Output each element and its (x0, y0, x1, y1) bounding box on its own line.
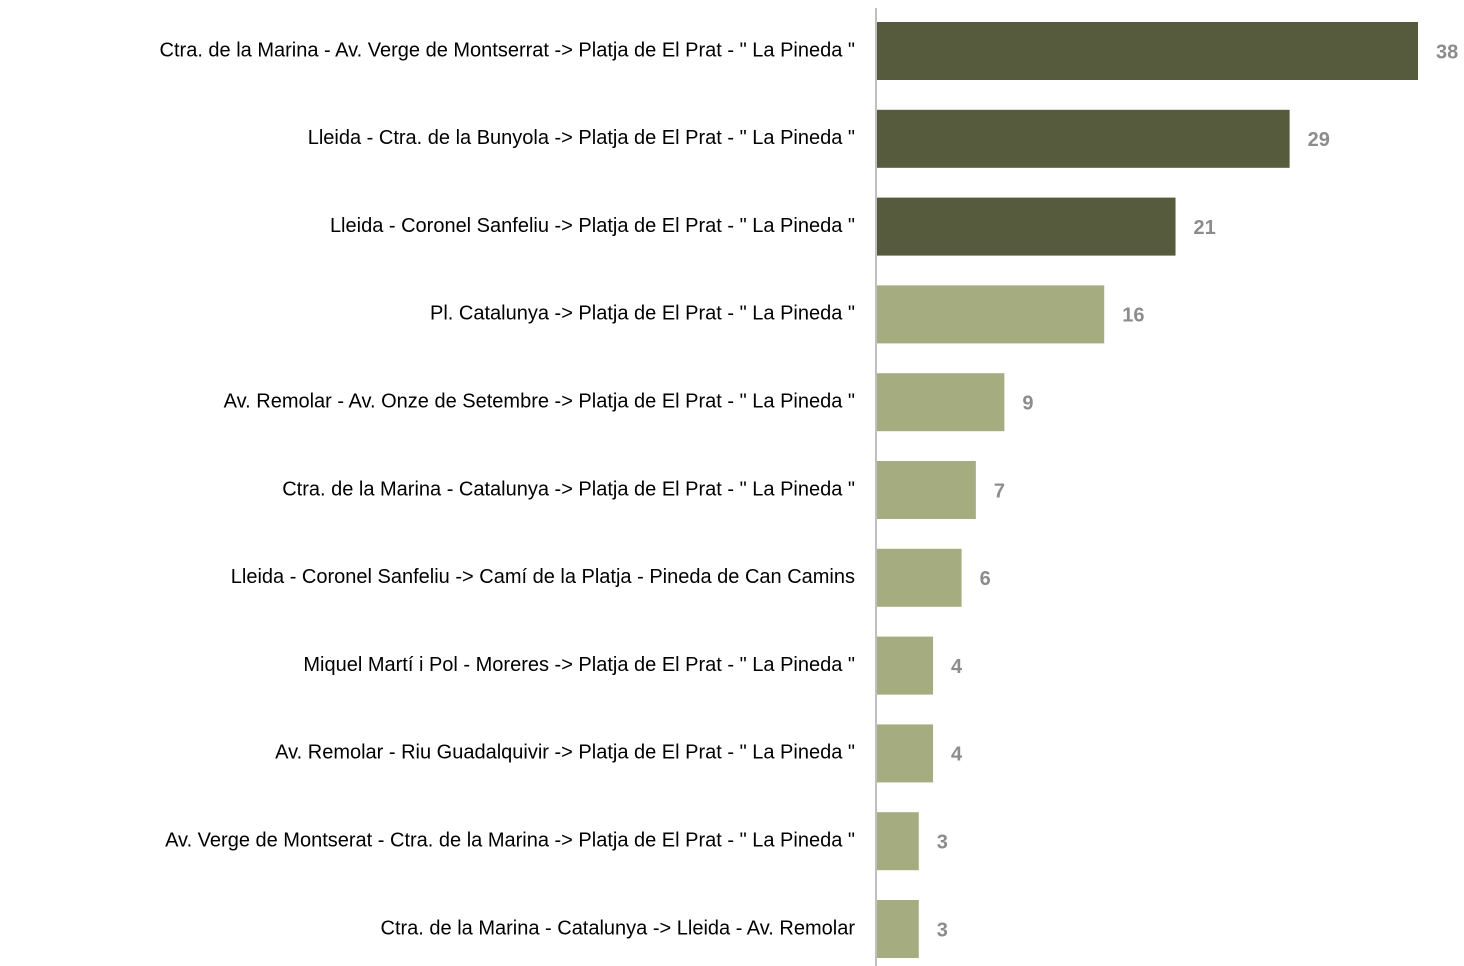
value-label: 29 (1308, 129, 1330, 151)
bar (876, 373, 1005, 432)
category-label: Av. Remolar - Av. Onze de Setembre -> Pl… (224, 390, 855, 412)
category-label: Ctra. de la Marina - Av. Verge de Montse… (160, 39, 855, 61)
value-label: 21 (1194, 217, 1216, 239)
bar (876, 197, 1176, 256)
value-label: 4 (951, 656, 963, 678)
bar (876, 461, 976, 519)
category-label: Pl. Catalunya -> Platja de El Prat - " L… (430, 303, 855, 325)
category-label: Miquel Martí i Pol - Moreres -> Platja d… (303, 654, 855, 676)
category-label: Ctra. de la Marina - Catalunya -> Platja… (282, 478, 855, 500)
value-label: 6 (980, 568, 991, 590)
value-label: 16 (1122, 305, 1144, 327)
category-label: Ctra. de la Marina - Catalunya -> Lleida… (381, 917, 856, 939)
value-label: 9 (1022, 392, 1033, 414)
bar (876, 548, 962, 607)
bar (876, 812, 919, 871)
category-label: Av. Remolar - Riu Guadalquivir -> Platja… (275, 742, 855, 764)
value-label: 38 (1436, 41, 1458, 63)
category-label: Lleida - Coronel Sanfeliu -> Camí de la … (231, 566, 855, 588)
value-label: 3 (937, 919, 948, 941)
bar (876, 900, 919, 958)
category-label: Av. Verge de Montserat - Ctra. de la Mar… (165, 829, 855, 851)
value-label: 7 (994, 480, 1005, 502)
bar (876, 109, 1290, 168)
bar (876, 724, 934, 783)
value-label: 3 (937, 831, 948, 853)
value-label: 4 (951, 744, 963, 766)
bar (876, 285, 1105, 344)
category-label: Lleida - Ctra. de la Bunyola -> Platja d… (308, 127, 855, 149)
bar (876, 22, 1418, 80)
category-label: Lleida - Coronel Sanfeliu -> Platja de E… (330, 215, 855, 237)
bar (876, 636, 934, 695)
